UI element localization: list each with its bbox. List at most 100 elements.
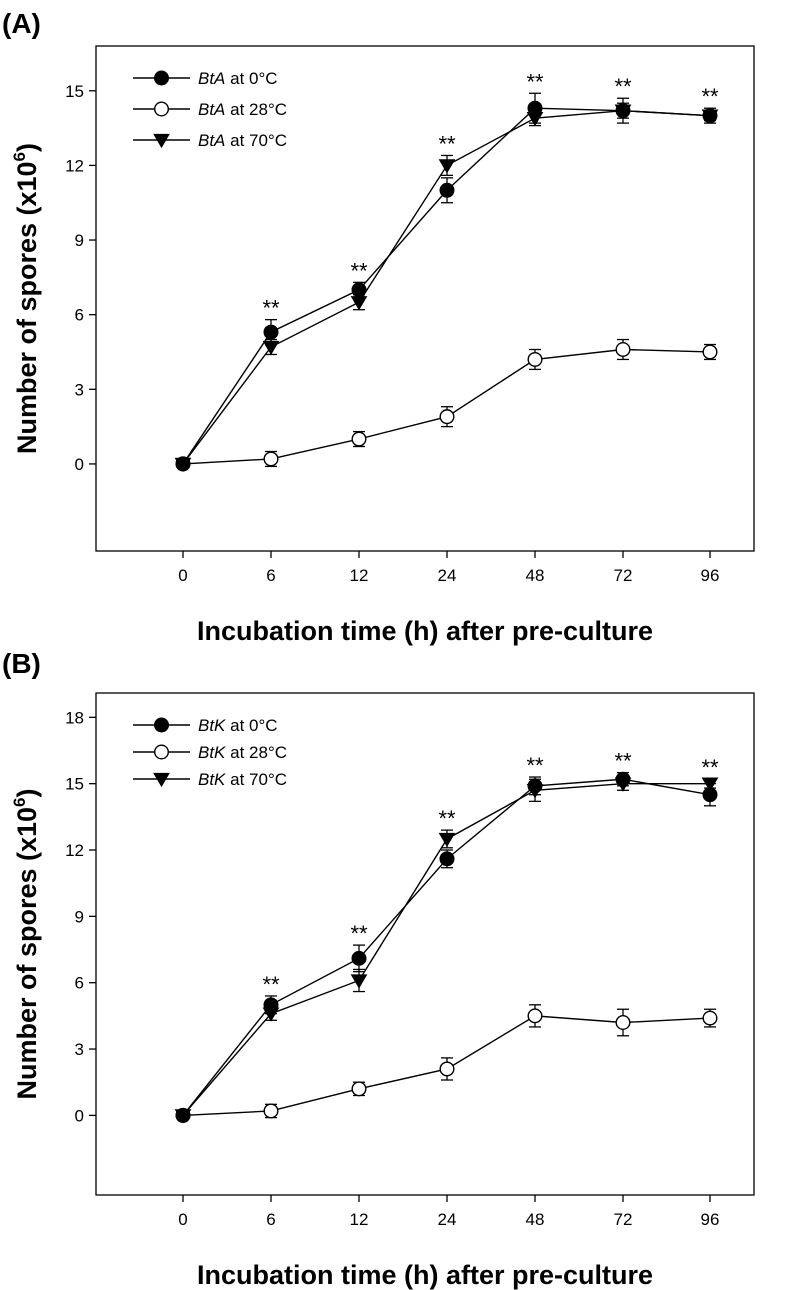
panel-b-x-axis-title: Incubation time (h) after pre-culture (197, 1260, 653, 1290)
panel-a-data-point (439, 409, 455, 425)
panel-b-data-point (263, 1103, 279, 1119)
panel-a-legend-label: BtA at 28°C (198, 100, 287, 119)
panel-b-significance-mark: ** (701, 755, 719, 780)
panel-b-y-axis-title-base: Number of spores (x10 (12, 807, 42, 1100)
panel-a-x-tick-label: 24 (438, 566, 457, 585)
panel-a-x-tick-label: 12 (350, 566, 369, 585)
panel-b-legend-strain: BtK (198, 716, 226, 735)
panel-b-legend-label: BtK at 70°C (198, 770, 287, 789)
panel-a-x-tick-label: 72 (614, 566, 633, 585)
panel-a-x-tick-label: 96 (701, 566, 720, 585)
panel-a-y-tick-label: 15 (65, 82, 84, 101)
panel-a-data-point (351, 431, 367, 447)
panel-a-y-axis-title-close: ) (12, 143, 42, 152)
panel-a-legend-strain: BtA (198, 131, 225, 150)
panel-a-legend-temp: at 0°C (225, 69, 277, 88)
panel-a-data-point (438, 159, 456, 174)
panel-a-y-axis-title-base: Number of spores (x10 (12, 161, 42, 454)
panel-a-data-point (263, 451, 279, 467)
panel-a: (A) 0 3 6 9 12 15 0 6 12 24 48 72 96 Incubation time (… (2, 8, 755, 646)
panel-a-significance-mark: ** (614, 74, 632, 99)
panel-a-y-tick-label: 6 (75, 306, 84, 325)
panel-b-x-tick-label: 6 (266, 1210, 275, 1229)
panel-b-legend-marker (153, 717, 169, 733)
panel-b-x-tick-label: 48 (526, 1210, 545, 1229)
panel-b-legend-temp: at 0°C (225, 716, 277, 735)
panel-a-y-tick-label: 9 (75, 231, 84, 250)
panel-a-data-point (526, 112, 544, 127)
panel-a-legend-strain: BtA (198, 69, 225, 88)
panel-a-y-axis-title: Number of spores (x106) (10, 143, 42, 454)
panel-b-data-point (439, 1061, 455, 1077)
panel-a-series-1 (175, 338, 718, 472)
panel-a-legend-temp: at 28°C (225, 100, 287, 119)
panel-b-data-point (527, 1008, 543, 1024)
panel-b-legend-label: BtK at 0°C (198, 716, 278, 735)
panel-b-data-point (438, 832, 456, 848)
panel-a-legend-marker (153, 101, 169, 117)
panel-a-data-point (701, 109, 719, 124)
panel-b-data-point (262, 1007, 280, 1022)
panel-b-data-point (351, 1081, 367, 1097)
panel-b-data-point (701, 777, 719, 792)
panel-a-data-point (262, 340, 280, 356)
panel-b-data-point (614, 777, 632, 792)
panel-b-y-axis-title-close: ) (12, 788, 42, 797)
panel-a-y-tick-label: 3 (75, 380, 84, 399)
panel-b-data-point (439, 851, 455, 867)
panel-a-significance-mark: ** (262, 296, 280, 321)
panel-b-x-tick-label: 0 (178, 1210, 187, 1229)
panel-b-data-point (174, 1109, 192, 1124)
panel-a-data-point (614, 104, 632, 119)
panel-a-legend-marker (153, 133, 170, 149)
panel-a-x-tick-label: 0 (178, 566, 187, 585)
panel-b-plot-frame (95, 692, 755, 1196)
panel-a-plot-frame (95, 45, 755, 552)
panel-b-x-tick-label: 96 (701, 1210, 720, 1229)
panel-b-legend-marker (153, 772, 170, 788)
panel-b-significance-mark: ** (526, 753, 544, 778)
panel-b-y-tick-label: 18 (65, 708, 84, 727)
panel-b-data-point (350, 974, 368, 989)
panel-a-legend-strain: BtA (198, 100, 225, 119)
panel-b-series-2 (174, 776, 719, 1124)
panel-b-x-tick-label: 24 (438, 1210, 457, 1229)
panel-b-y-tick-label: 3 (75, 1040, 84, 1059)
panel-b-data-point (615, 1015, 631, 1031)
panel-a-data-point (263, 324, 279, 340)
panel-b-y-tick-label: 6 (75, 974, 84, 993)
panel-b-data-point (702, 1010, 718, 1026)
panel-a-data-point (702, 344, 718, 360)
panel-a-series-2 (174, 102, 719, 473)
panel-b-y-tick-label: 0 (75, 1106, 84, 1125)
panel-a-legend-marker (153, 70, 169, 86)
panel-a-y-axis-title-exponent: 6 (10, 152, 29, 161)
panel-b-label: (B) (2, 648, 41, 679)
panel-b-y-tick-label: 15 (65, 775, 84, 794)
panel-b-series-1 (175, 1004, 718, 1123)
panel-a-y-tick-label: 12 (65, 156, 84, 175)
panel-b-y-axis-title-exponent: 6 (10, 797, 29, 806)
panel-b-significance-mark: ** (614, 749, 632, 774)
panel-a-x-tick-label: 6 (266, 566, 275, 585)
panel-b-legend-strain: BtK (198, 743, 226, 762)
panel-b: (B) 0 3 6 9 12 15 18 0 6 12 24 48 72 96 Incubation time… (2, 648, 755, 1290)
panel-a-legend-temp: at 70°C (225, 131, 287, 150)
panel-a-significance-mark: ** (701, 84, 719, 109)
panel-a-data-point (615, 341, 631, 357)
panel-b-legend-temp: at 28°C (225, 743, 287, 762)
panel-a-x-tick-label: 48 (526, 566, 545, 585)
panel-b-y-tick-label: 12 (65, 841, 84, 860)
panel-a-legend-label: BtA at 0°C (198, 69, 278, 88)
panel-a-data-point (350, 296, 368, 311)
panel-a-significance-mark: ** (526, 69, 544, 94)
panel-b-x-tick-label: 12 (350, 1210, 369, 1229)
panel-a-data-point (439, 182, 455, 198)
panel-b-x-tick-label: 72 (614, 1210, 633, 1229)
panel-b-data-point (351, 950, 367, 966)
panel-b-legend-marker (153, 744, 169, 760)
panel-b-data-point (526, 784, 544, 799)
